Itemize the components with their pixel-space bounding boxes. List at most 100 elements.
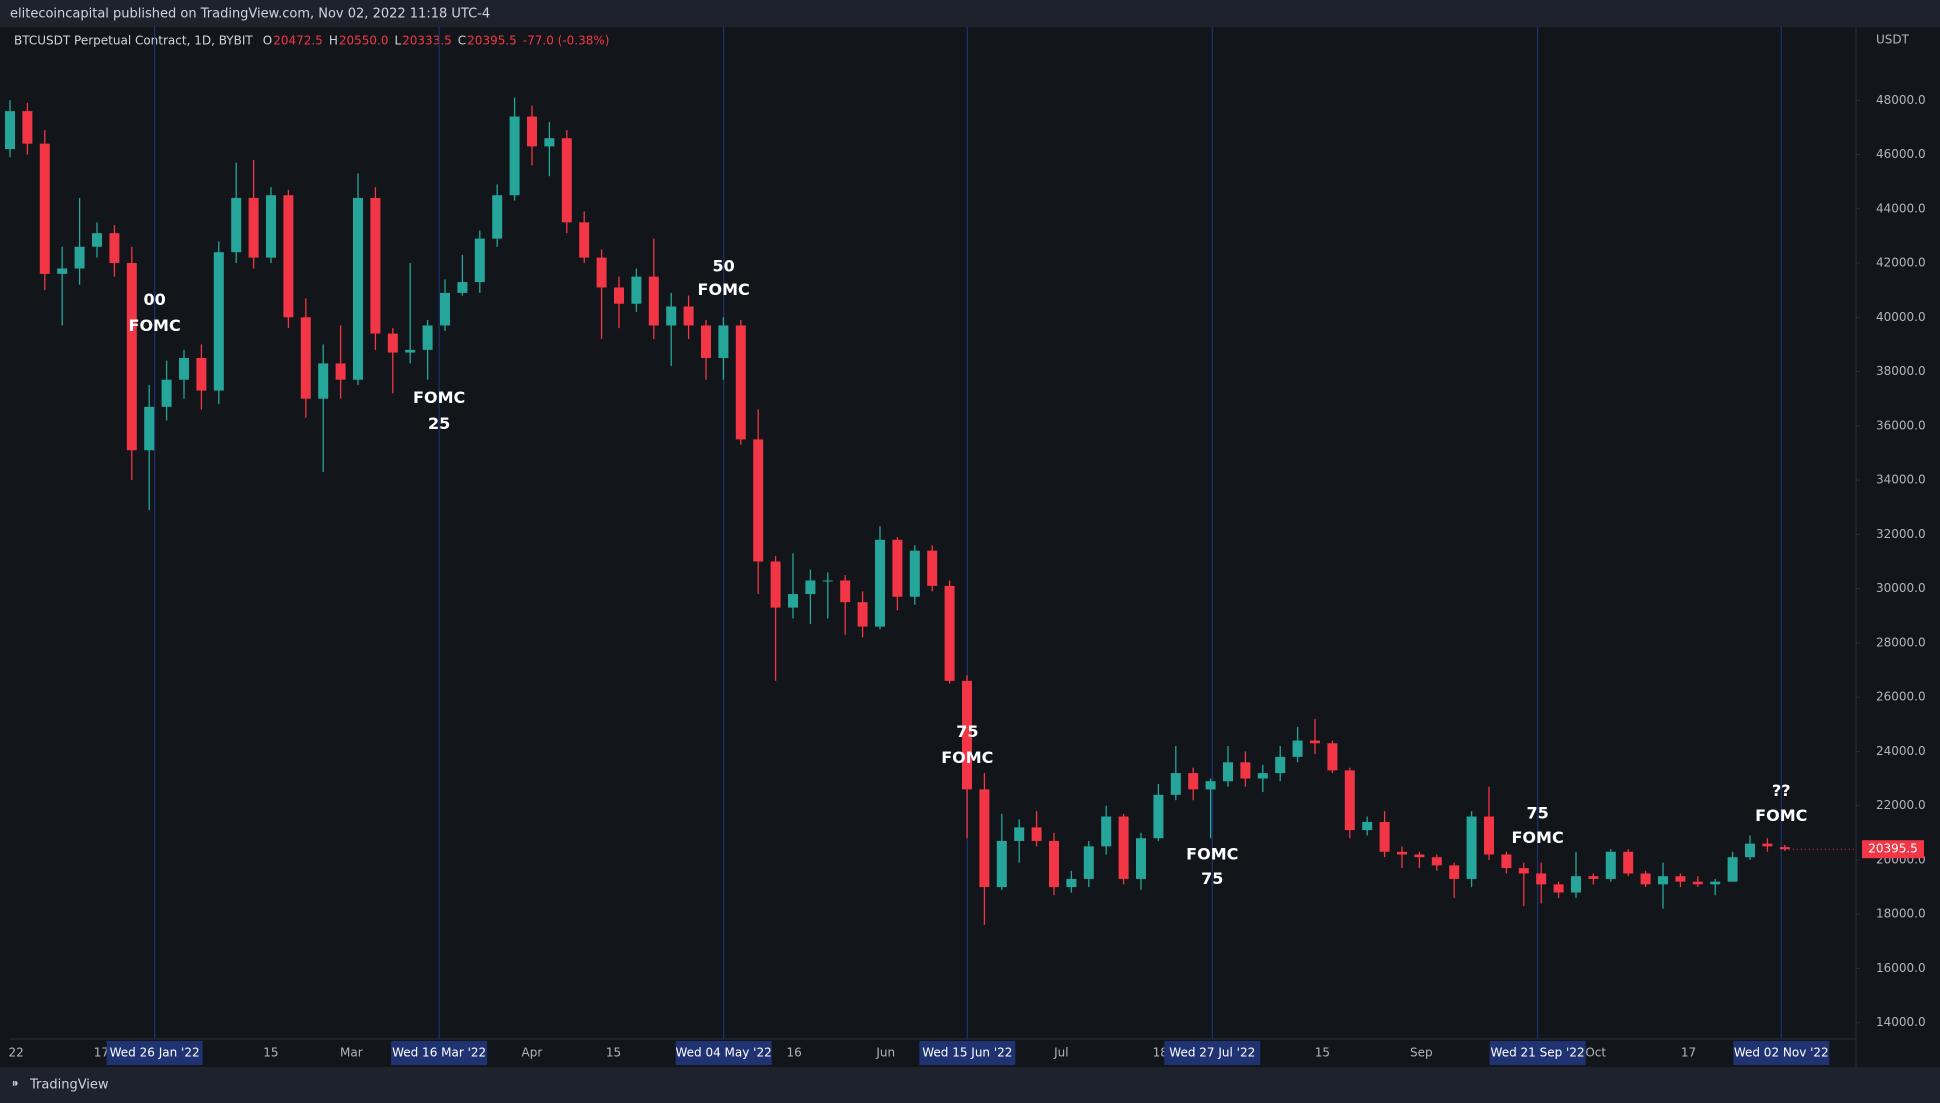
date-label: Wed 15 Jun '22 [922,1046,1012,1060]
candle-body [892,539,903,597]
y-tick-label: 42000.0 [1876,256,1926,270]
annotation: FOMC [1755,806,1807,825]
legend-key: O [263,34,272,48]
x-tick-label: Apr [522,1046,543,1060]
candle-body [509,116,520,196]
annotation: ?? [1772,781,1791,800]
candle-body [1101,816,1112,847]
candle-body [770,561,781,608]
candle-body [1501,854,1512,869]
annotation: FOMC [698,280,750,299]
candle-body [1188,773,1199,790]
candle-body [579,222,590,258]
candle-body [909,550,920,597]
candle-body [666,306,677,326]
candle-body [1014,827,1025,841]
candle-body [1571,876,1581,893]
candle-body [39,143,50,274]
legend-value: 20395.5 [467,34,517,48]
candle-body [213,252,224,391]
candle-body [1553,884,1564,893]
date-highlight [391,1041,488,1065]
legend-value: 20472.5 [273,34,323,48]
candle-body [1745,843,1755,858]
candle-body [1118,816,1129,879]
y-tick-label: 44000.0 [1876,201,1926,215]
x-tick-label: Jun [875,1046,895,1060]
x-tick-label: 15 [606,1046,621,1060]
candle-body [1710,881,1721,885]
candle-body [1449,865,1460,879]
x-tick-label: Oct [1585,1046,1606,1060]
candle-body [631,276,642,304]
candle-body [875,539,885,627]
legend-value: 20550.0 [339,34,389,48]
legend: BTCUSDT Perpetual Contract, 1D, BYBIT O 20… [14,34,609,48]
legend-key: L [394,34,401,48]
candle-body [1605,851,1616,879]
annotation: 75 [956,722,978,741]
date-label: Wed 26 Jan '22 [110,1046,200,1060]
candle-body [614,287,624,304]
x-tick-label: Sep [1410,1046,1433,1060]
last-price-label: 20395.5 [1868,842,1918,856]
candle-body [735,325,746,440]
annotation: FOMC [129,316,181,335]
y-tick-label: 24000.0 [1876,744,1926,758]
x-tick-label: 15 [1315,1046,1330,1060]
date-label: Wed 02 Nov '22 [1734,1046,1829,1060]
candle-body [1762,843,1773,847]
candle-body [1727,857,1738,882]
legend-value: 20333.5 [402,34,452,48]
candle-body [231,197,242,253]
candle-body [387,333,398,353]
candle-body [109,233,120,264]
y-tick-label: 16000.0 [1876,961,1926,975]
candle-body [126,263,137,451]
x-tick-label: Mar [340,1046,363,1060]
candle-body [492,195,503,239]
y-tick-label: 28000.0 [1876,635,1926,649]
candle-body [1692,881,1703,885]
candle-body [1379,821,1390,852]
candle-body [996,840,1007,888]
candle-body [927,550,938,586]
y-tick-label: 26000.0 [1876,690,1926,704]
candle-body [1049,840,1059,888]
date-label: Wed 16 Mar '22 [392,1046,486,1060]
candle-body [1031,827,1042,841]
footer-logo: ⁍ [12,1078,19,1093]
candle-body [1431,857,1442,866]
x-tick-label: 17 [1681,1046,1696,1060]
candle-body [1466,816,1477,879]
candle-body [179,358,189,380]
candle-body [1066,878,1077,888]
annotation: FOMC [941,748,993,767]
annotation: 25 [428,414,450,433]
candle-body [300,317,311,399]
candle-body [1170,773,1181,795]
candle-body [5,111,15,150]
candle-body [57,268,68,274]
candle-body [335,363,346,380]
footer-brand: TradingView [29,1078,109,1093]
annotation: FOMC [1186,844,1238,863]
legend-change: -77.0 (-0.38%) [523,34,610,48]
annotation: FOMC [413,388,465,407]
y-tick-label: 18000.0 [1876,907,1926,921]
y-tick-label: 22000.0 [1876,798,1926,812]
axis-unit: USDT [1876,33,1910,47]
date-highlight [675,1041,772,1065]
candle-body [561,138,572,223]
candle-body [1327,743,1338,771]
candle-body [1675,876,1686,882]
candle-body [370,197,381,334]
candle-body [1257,773,1268,779]
candle-body [353,197,363,380]
legend-key: C [458,34,466,48]
candle-body [1658,876,1668,885]
candle-body [596,257,607,288]
candle-body [144,406,155,451]
candle-body [718,325,729,359]
candle-body [1362,821,1373,831]
